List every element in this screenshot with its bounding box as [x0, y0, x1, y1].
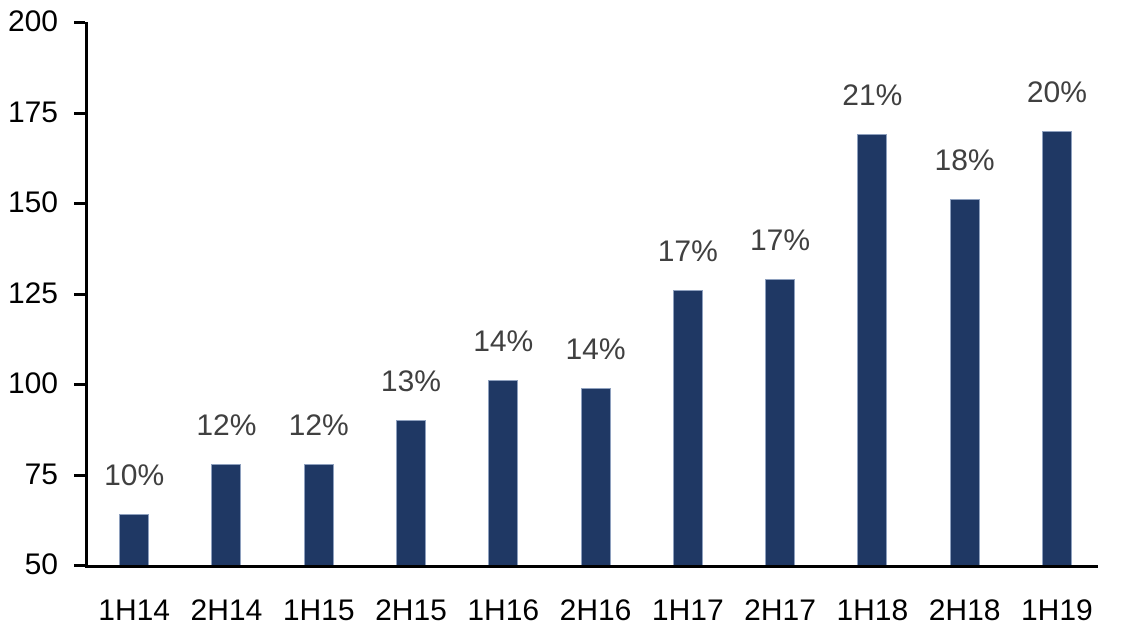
bar-value-label-2h18: 18% — [934, 144, 995, 178]
bar-2h14 — [211, 463, 242, 565]
bar-1h18 — [857, 134, 888, 565]
y-tick-mark — [74, 564, 85, 567]
y-tick-mark — [74, 292, 85, 296]
bar-2h16 — [580, 387, 611, 565]
x-axis-line — [85, 565, 1098, 568]
bar-1h19 — [1041, 130, 1072, 565]
y-tick-label: 175 — [7, 95, 58, 129]
y-tick-mark — [74, 111, 85, 115]
x-tick-label-2h18: 2H18 — [928, 594, 1001, 627]
bar-value-label-1h16: 14% — [473, 325, 534, 359]
y-tick-label: 125 — [7, 276, 58, 310]
y-tick-mark — [74, 202, 85, 205]
bar-value-label-2h17: 17% — [750, 224, 811, 258]
y-tick-label: 100 — [7, 367, 58, 400]
bar-2h17 — [765, 279, 796, 565]
x-tick-label-1h19: 1H19 — [1021, 594, 1093, 627]
x-tick-label-2h15: 2H15 — [375, 594, 447, 627]
bar-value-label-2h14: 12% — [196, 408, 257, 442]
bar-1h17 — [672, 289, 703, 565]
x-tick-label-1h18: 1H18 — [836, 594, 909, 627]
y-tick-mark — [74, 383, 85, 386]
x-tick-label-2h16: 2H16 — [559, 594, 632, 627]
bar-value-label-1h17: 17% — [657, 234, 718, 268]
x-tick-label-1h16: 1H16 — [467, 594, 540, 627]
x-tick-label-1h14: 1H14 — [98, 594, 170, 627]
bar-1h15 — [303, 463, 334, 565]
bar-value-label-1h19: 20% — [1026, 75, 1087, 109]
y-tick-label: 75 — [24, 457, 58, 491]
y-tick-label: 50 — [24, 548, 58, 581]
y-tick-label: 150 — [7, 186, 58, 219]
bar-value-label-1h14: 10% — [104, 459, 165, 493]
y-tick-mark — [74, 473, 85, 477]
bar-1h14 — [119, 514, 150, 565]
bar-value-label-2h16: 14% — [565, 332, 626, 366]
y-tick-mark — [74, 21, 85, 24]
x-tick-label-1h17: 1H17 — [651, 594, 724, 627]
bar-value-label-1h18: 21% — [842, 79, 903, 113]
x-tick-label-2h17: 2H17 — [744, 594, 816, 627]
x-tick-label-2h14: 2H14 — [190, 594, 263, 627]
y-axis-line — [85, 22, 88, 568]
x-tick-label-1h15: 1H15 — [282, 594, 355, 627]
y-tick-label: 200 — [7, 5, 58, 38]
bar-2h15 — [395, 420, 426, 565]
bar-value-label-1h15: 12% — [288, 408, 349, 442]
bar-1h16 — [488, 380, 519, 565]
bar-2h18 — [949, 199, 980, 565]
bar-value-label-2h15: 13% — [380, 365, 441, 399]
